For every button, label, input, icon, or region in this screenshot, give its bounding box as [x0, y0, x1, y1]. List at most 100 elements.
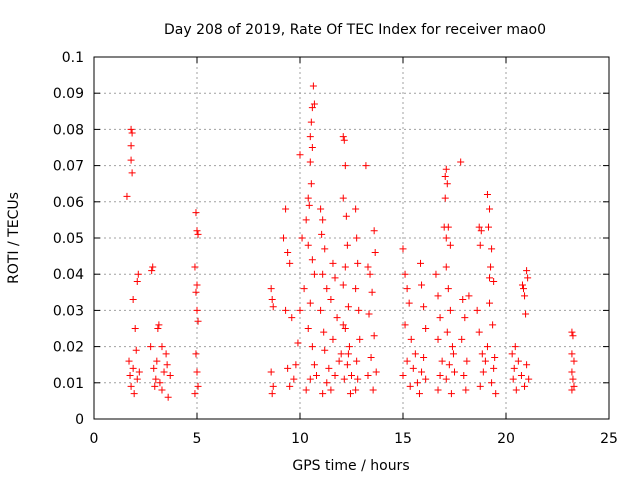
data-point	[284, 364, 292, 372]
data-point	[442, 234, 450, 242]
data-point	[192, 288, 200, 296]
data-point	[191, 263, 199, 271]
data-point	[333, 314, 341, 322]
data-point	[523, 267, 531, 275]
y-tick-label: 0.01	[53, 376, 84, 392]
data-point	[128, 129, 136, 137]
data-point	[570, 382, 578, 390]
data-point	[339, 321, 347, 329]
data-point	[465, 292, 473, 300]
data-point	[153, 357, 161, 365]
data-point	[508, 350, 516, 358]
data-point	[307, 180, 315, 188]
data-point	[448, 343, 456, 351]
data-point	[284, 248, 292, 256]
data-point	[154, 325, 162, 332]
y-tick-label: 0.07	[53, 159, 84, 175]
data-point	[163, 361, 171, 369]
data-point	[300, 285, 308, 293]
data-point	[441, 194, 449, 202]
data-point	[436, 314, 444, 322]
data-point	[304, 241, 312, 249]
data-point	[269, 303, 277, 311]
data-point	[568, 386, 576, 394]
data-point	[132, 346, 140, 354]
data-point	[353, 357, 361, 365]
data-point	[327, 296, 335, 304]
data-point	[267, 285, 275, 293]
data-point	[302, 386, 310, 394]
data-point	[399, 372, 407, 380]
data-point	[568, 328, 576, 336]
data-point	[308, 343, 316, 351]
data-point	[443, 180, 451, 188]
data-point	[370, 332, 378, 340]
y-tick-label: 0	[75, 412, 84, 428]
data-point	[296, 306, 304, 314]
data-point	[442, 165, 450, 173]
data-point	[462, 386, 470, 394]
data-point	[194, 317, 202, 325]
data-point	[451, 368, 458, 376]
data-point	[415, 390, 423, 398]
data-point	[149, 263, 157, 271]
data-point	[432, 270, 440, 278]
data-points	[123, 82, 578, 401]
data-point	[488, 379, 496, 387]
y-tick-label: 0.03	[53, 303, 84, 319]
data-point	[158, 343, 166, 351]
data-point	[522, 310, 530, 318]
data-point	[524, 274, 532, 282]
data-point	[331, 274, 339, 282]
data-point	[366, 270, 374, 278]
data-point	[341, 162, 349, 170]
x-axis-label: GPS time / hours	[292, 458, 409, 474]
data-point	[352, 386, 360, 394]
data-point	[442, 375, 450, 383]
data-point	[475, 223, 483, 231]
data-point	[319, 270, 327, 278]
data-point	[367, 353, 375, 361]
data-point	[194, 382, 202, 390]
data-point	[418, 281, 426, 289]
data-point	[148, 267, 156, 275]
plot-frame	[93, 56, 610, 420]
data-point	[150, 364, 158, 372]
data-point	[193, 227, 201, 235]
data-point	[319, 390, 327, 398]
y-tick-label: 0.08	[53, 122, 84, 138]
y-tick-label: 0.1	[62, 50, 84, 66]
data-point	[517, 372, 525, 380]
data-point	[317, 205, 325, 213]
data-point	[520, 285, 528, 293]
data-point	[128, 169, 136, 177]
data-point	[483, 343, 491, 351]
data-point	[459, 296, 467, 304]
data-point	[476, 241, 484, 249]
data-point	[511, 343, 519, 351]
data-point	[477, 227, 485, 235]
data-point	[134, 270, 142, 278]
data-point	[568, 368, 576, 376]
data-point	[298, 234, 306, 242]
data-point	[491, 353, 499, 361]
data-point	[521, 292, 529, 300]
data-point	[443, 328, 451, 336]
data-point	[340, 375, 348, 383]
data-point	[194, 230, 202, 238]
data-point	[344, 350, 352, 358]
data-point	[483, 191, 491, 199]
grid-layer	[94, 57, 609, 419]
data-point	[413, 379, 421, 387]
data-point	[343, 241, 351, 249]
data-point	[318, 230, 326, 238]
data-point	[286, 382, 294, 390]
data-point	[486, 299, 494, 307]
data-point	[192, 350, 200, 358]
data-point	[436, 372, 444, 380]
data-point	[444, 285, 452, 293]
data-point	[307, 118, 315, 126]
data-point	[335, 357, 343, 365]
data-point	[523, 361, 531, 369]
